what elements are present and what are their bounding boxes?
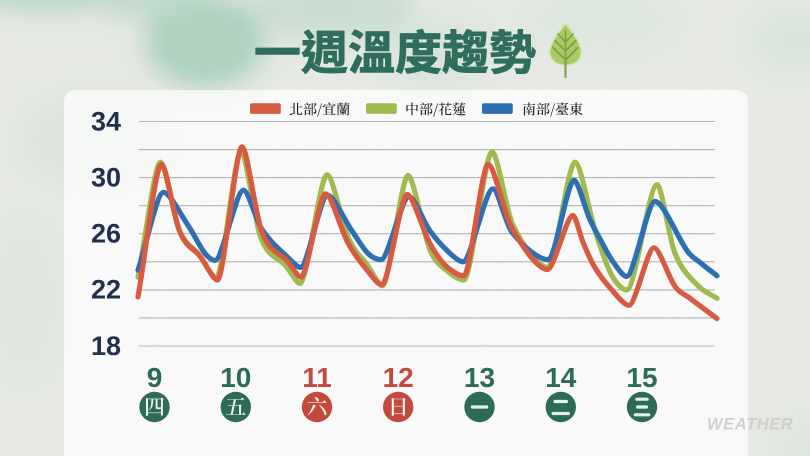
svg-text:9: 9 xyxy=(147,362,163,393)
svg-text:13: 13 xyxy=(464,362,495,393)
svg-text:10: 10 xyxy=(220,362,251,393)
svg-text:30: 30 xyxy=(91,162,121,192)
svg-text:15: 15 xyxy=(626,362,657,393)
svg-text:26: 26 xyxy=(91,219,121,249)
svg-text:14: 14 xyxy=(545,362,577,393)
svg-text:18: 18 xyxy=(91,331,121,361)
svg-text:WEATHER: WEATHER xyxy=(707,416,793,434)
svg-text:22: 22 xyxy=(91,275,121,305)
svg-text:12: 12 xyxy=(383,362,414,393)
svg-text:11: 11 xyxy=(302,362,332,393)
svg-text:34: 34 xyxy=(91,106,121,136)
